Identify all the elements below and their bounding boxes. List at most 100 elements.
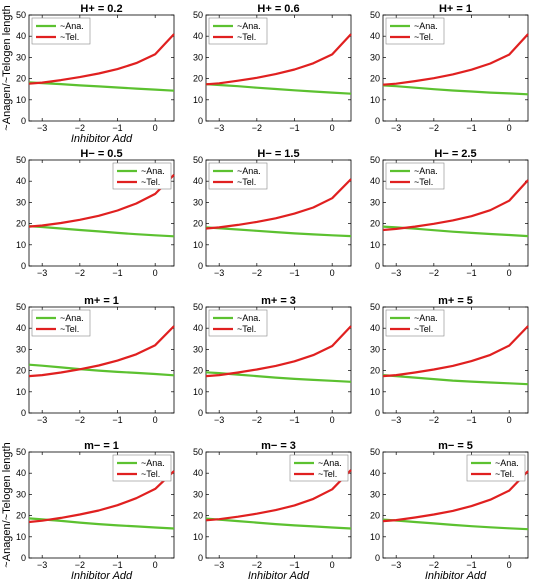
x-tick-label: 0 [507, 560, 512, 570]
legend-box [31, 17, 91, 45]
y-tick-label: 0 [375, 116, 380, 126]
x-tick-label: −1 [466, 560, 476, 570]
y-tick-label: 50 [16, 302, 26, 312]
legend-label: ~Tel. [414, 177, 433, 187]
series-line-ana [205, 83, 352, 95]
subplot-12: m− = 5 0 10 20 30 40 50 −3 −2 −1 0 Inhibitor Add ~An… [370, 440, 529, 580]
legend-label: ~Tel. [60, 324, 79, 334]
series-line-tel [382, 179, 529, 232]
x-axis-label: Inhibitor Add [248, 570, 310, 580]
series-line-tel [205, 178, 352, 230]
legend-label: ~Tel. [60, 32, 79, 42]
y-tick-label: 20 [193, 366, 203, 376]
legend-label: ~Ana. [414, 313, 438, 323]
subplot-2: H+ = 0.6 0 10 20 30 40 50 −3 −2 −1 0 ~Ana.~Tel. [193, 3, 352, 133]
x-tick-label: −2 [75, 560, 85, 570]
y-tick-label: 10 [370, 532, 380, 542]
x-tick-label: −3 [37, 268, 47, 278]
y-tick-label: 30 [370, 489, 380, 499]
y-tick-label: 30 [370, 344, 380, 354]
y-tick-label: 0 [375, 553, 380, 563]
x-axis-label: Inhibitor Add [71, 133, 133, 145]
x-tick-label: −3 [391, 268, 401, 278]
y-tick-label: 10 [370, 240, 380, 250]
y-tick-label: 10 [370, 95, 380, 105]
y-tick-label: 40 [370, 323, 380, 333]
y-tick-label: 10 [370, 387, 380, 397]
y-tick-label: 20 [370, 511, 380, 521]
subplot-9: m+ = 5 0 10 20 30 40 50 −3 −2 −1 0 ~Ana.~Tel. [370, 295, 529, 425]
subplot-title: H+ = 0.2 [80, 3, 122, 15]
y-tick-label: 0 [375, 408, 380, 418]
subplot-5: H− = 1.5 0 10 20 30 40 50 −3 −2 −1 0 ~Ana.~Tel. [193, 148, 352, 278]
subplot-title: m− = 5 [438, 440, 473, 452]
x-tick-label: −1 [466, 268, 476, 278]
y-tick-label: 0 [375, 261, 380, 271]
y-tick-label: 30 [193, 344, 203, 354]
y-tick-label: 50 [193, 447, 203, 457]
y-tick-label: 0 [198, 553, 203, 563]
series-line-ana [382, 518, 529, 531]
subplot-title: H+ = 1 [439, 3, 472, 15]
legend-box [466, 454, 526, 482]
x-tick-label: −3 [214, 415, 224, 425]
legend: ~Ana.~Tel. [385, 162, 445, 190]
x-tick-label: −2 [252, 123, 262, 133]
legend: ~Ana.~Tel. [289, 454, 349, 482]
x-axis-label: Inhibitor Add [71, 570, 133, 580]
y-tick-label: 40 [193, 323, 203, 333]
y-tick-label: 50 [193, 302, 203, 312]
y-tick-label: 20 [16, 74, 26, 84]
y-tick-label: 30 [193, 52, 203, 62]
x-tick-label: −1 [289, 268, 299, 278]
series-line-ana [28, 363, 175, 377]
x-tick-label: −3 [214, 268, 224, 278]
y-tick-label: 20 [193, 74, 203, 84]
legend-label: ~Tel. [237, 324, 256, 334]
x-tick-label: −1 [289, 123, 299, 133]
legend-label: ~Ana. [237, 21, 261, 31]
y-tick-label: 30 [370, 52, 380, 62]
y-tick-label: 30 [193, 197, 203, 207]
x-tick-label: 0 [507, 123, 512, 133]
x-tick-label: −2 [252, 560, 262, 570]
x-tick-label: −1 [112, 123, 122, 133]
y-tick-label: 0 [198, 116, 203, 126]
legend: ~Ana.~Tel. [112, 454, 172, 482]
x-tick-label: −3 [214, 560, 224, 570]
x-tick-label: 0 [153, 123, 158, 133]
series-line-ana [28, 81, 175, 92]
y-tick-label: 50 [370, 302, 380, 312]
legend: ~Ana.~Tel. [385, 309, 445, 337]
subplot-title: H− = 0.5 [80, 148, 122, 160]
legend-label: ~Tel. [495, 469, 514, 479]
legend-label: ~Ana. [495, 458, 519, 468]
y-tick-label: 40 [16, 31, 26, 41]
y-tick-label: 0 [21, 261, 26, 271]
y-tick-label: 20 [370, 366, 380, 376]
series-line-tel [28, 174, 175, 228]
y-tick-label: 0 [21, 553, 26, 563]
x-tick-label: −3 [37, 560, 47, 570]
y-tick-label: 20 [16, 366, 26, 376]
subplot-title: H− = 2.5 [434, 148, 476, 160]
y-tick-label: 20 [193, 511, 203, 521]
x-tick-label: 0 [330, 268, 335, 278]
y-tick-label: 30 [193, 489, 203, 499]
y-tick-label: 10 [193, 240, 203, 250]
series-line-tel [205, 469, 352, 522]
x-tick-label: −3 [37, 415, 47, 425]
x-tick-label: −2 [252, 268, 262, 278]
x-tick-label: 0 [330, 123, 335, 133]
legend-label: ~Tel. [141, 177, 160, 187]
series-line-ana [205, 226, 352, 238]
subplot-1: H+ = 0.2 0 10 20 30 40 50 −3 −2 −1 0 Inhibitor Add ~… [1, 3, 175, 145]
y-tick-label: 10 [193, 95, 203, 105]
y-tick-label: 0 [21, 408, 26, 418]
y-tick-label: 30 [16, 52, 26, 62]
subplot-8: m+ = 3 0 10 20 30 40 50 −3 −2 −1 0 ~Ana.~Tel. [193, 295, 352, 425]
x-tick-label: −2 [429, 268, 439, 278]
y-tick-label: 40 [16, 176, 26, 186]
x-tick-label: 0 [153, 415, 158, 425]
legend-label: ~Ana. [237, 313, 261, 323]
